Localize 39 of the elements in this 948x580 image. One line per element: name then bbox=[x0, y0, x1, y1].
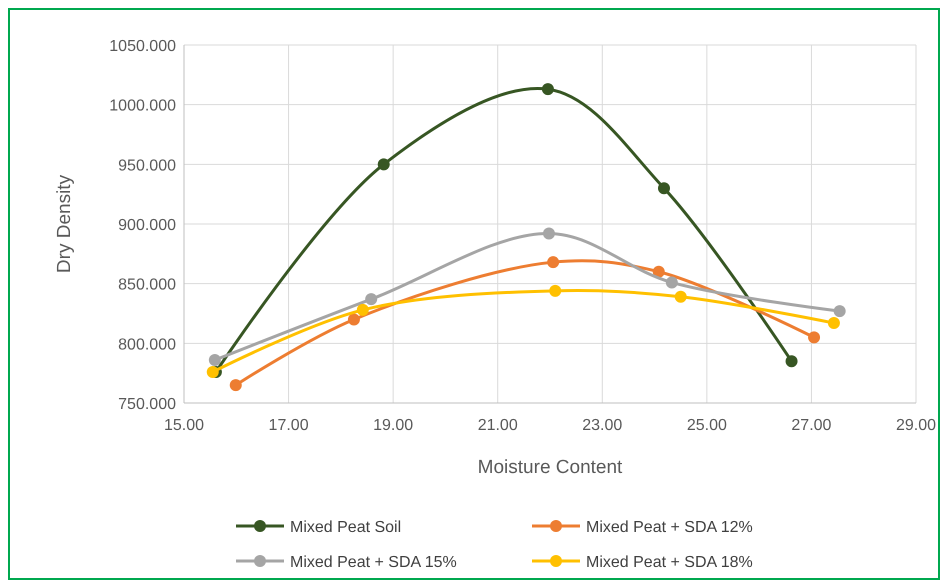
y-tick-label: 800.000 bbox=[118, 336, 176, 354]
x-tick-label: 21.00 bbox=[478, 417, 518, 434]
point bbox=[356, 304, 369, 316]
point bbox=[547, 256, 560, 268]
y-tick-label: 950.000 bbox=[118, 157, 176, 174]
x-tick-label: 19.00 bbox=[373, 417, 414, 434]
point bbox=[542, 228, 555, 240]
y-tick-label: 850.000 bbox=[118, 276, 176, 294]
y-tick-label: 1000.000 bbox=[109, 98, 176, 115]
point bbox=[658, 182, 670, 194]
x-tick-label: 25.00 bbox=[686, 417, 727, 434]
x-tick-label: 27.00 bbox=[791, 417, 832, 434]
point bbox=[828, 317, 840, 330]
point bbox=[206, 366, 219, 378]
legend-label: Mixed Peat + SDA 15% bbox=[290, 554, 457, 571]
point bbox=[834, 305, 846, 318]
x-tick-label: 15.00 bbox=[164, 417, 204, 434]
y-axis-title: Dry Density bbox=[54, 174, 75, 274]
point bbox=[549, 284, 562, 297]
point bbox=[786, 355, 798, 368]
legend-label: Mixed Peat Soil bbox=[290, 519, 402, 536]
x-tick-label: 29.00 bbox=[896, 417, 936, 434]
point bbox=[542, 83, 554, 96]
point bbox=[348, 313, 360, 326]
point bbox=[208, 354, 221, 366]
point bbox=[674, 290, 687, 303]
x-axis-title: Moisture Content bbox=[478, 457, 624, 478]
legend-label: Mixed Peat + SDA 18% bbox=[586, 554, 753, 571]
point bbox=[365, 293, 378, 306]
y-tick-label: 750.000 bbox=[118, 396, 176, 413]
y-tick-label: 900.000 bbox=[118, 217, 176, 234]
x-tick-label: 17.00 bbox=[268, 417, 309, 434]
y-tick-label: 1050.000 bbox=[109, 38, 176, 55]
point bbox=[808, 331, 820, 344]
point bbox=[378, 158, 390, 170]
legend-label: Mixed Peat + SDA 12% bbox=[586, 519, 753, 536]
point bbox=[230, 379, 242, 392]
x-tick-label: 23.00 bbox=[582, 417, 622, 434]
point bbox=[666, 276, 678, 288]
